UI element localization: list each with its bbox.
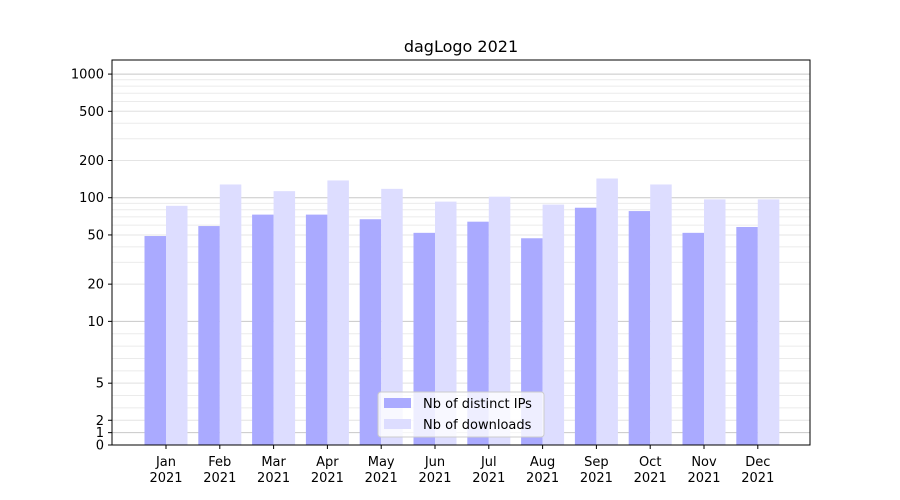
y-tick-label: 1000: [71, 68, 104, 83]
x-tick-label: Sep 2021: [580, 455, 613, 486]
x-tick-label: Oct 2021: [634, 455, 667, 486]
y-tick-label: 2: [96, 414, 104, 429]
bar-downloads-11: [704, 199, 726, 445]
chart-title: dagLogo 2021: [404, 37, 518, 56]
bar-distinct-ips-9: [574, 207, 597, 445]
y-axis: 012 5 10 20 50 100 200 500 1000: [71, 68, 112, 454]
x-tick-label: May 2021: [365, 455, 398, 486]
legend-box: [377, 391, 545, 438]
y-tick-label: 50: [87, 228, 104, 243]
y-tick-label: 10: [87, 315, 104, 330]
x-tick-label: Jan 2021: [149, 455, 182, 486]
x-tick-label: Mar 2021: [257, 455, 290, 486]
bar-downloads-2: [219, 184, 242, 445]
bar-downloads-9: [596, 178, 618, 445]
y-tick-label: 100: [79, 191, 104, 206]
plot-frame: [111, 59, 811, 446]
bar-downloads-1: [166, 205, 188, 445]
x-tick-label: Nov 2021: [687, 455, 720, 486]
bar-downloads-3: [273, 191, 296, 445]
y-tick-label: 5: [96, 377, 104, 392]
bar-distinct-ips-12: [736, 226, 758, 445]
bar-distinct-ips-11: [682, 232, 704, 445]
bar-distinct-ips-2: [198, 226, 220, 445]
legend-swatch: [384, 419, 411, 429]
y-tick-label: 500: [79, 105, 104, 120]
bar-distinct-ips-5: [359, 219, 382, 445]
x-axis: Jan 2021 Feb 2021 Mar 2021 Apr 2021 May 2021 Jun 20…: [149, 445, 774, 486]
legend: Nb of distinct IPs Nb of downloads: [377, 391, 545, 438]
x-tick-label: Dec 2021: [741, 455, 774, 486]
y-tick-label: 200: [79, 154, 104, 169]
bar-distinct-ips-10: [628, 211, 651, 445]
bar-distinct-ips-3: [252, 214, 274, 445]
x-tick-label: Feb 2021: [203, 455, 236, 486]
bar-distinct-ips-7: [467, 221, 489, 445]
legend-swatch: [384, 398, 411, 408]
bar-downloads-8: [542, 204, 565, 445]
x-tick-label: Aug 2021: [526, 455, 559, 486]
x-tick-label: Apr 2021: [311, 455, 344, 486]
bar-downloads-5: [381, 188, 403, 445]
y-tick-label: 0: [96, 439, 104, 454]
y-tick-label: 20: [87, 278, 104, 293]
x-tick-label: Jun 2021: [418, 455, 451, 486]
bar-downloads-6: [435, 201, 457, 445]
x-tick-label: Jul 2021: [472, 455, 505, 486]
y-tick-label: 1: [96, 426, 104, 441]
bar-downloads-7: [488, 196, 511, 445]
bar-downloads-12: [757, 199, 780, 445]
legend-label: Nb of distinct IPs: [423, 397, 532, 412]
bar-distinct-ips-1: [144, 236, 166, 445]
bar-distinct-ips-4: [305, 214, 328, 445]
bar-downloads-10: [650, 184, 672, 445]
bar-downloads-4: [327, 180, 349, 445]
legend-label: Nb of downloads: [423, 418, 532, 433]
